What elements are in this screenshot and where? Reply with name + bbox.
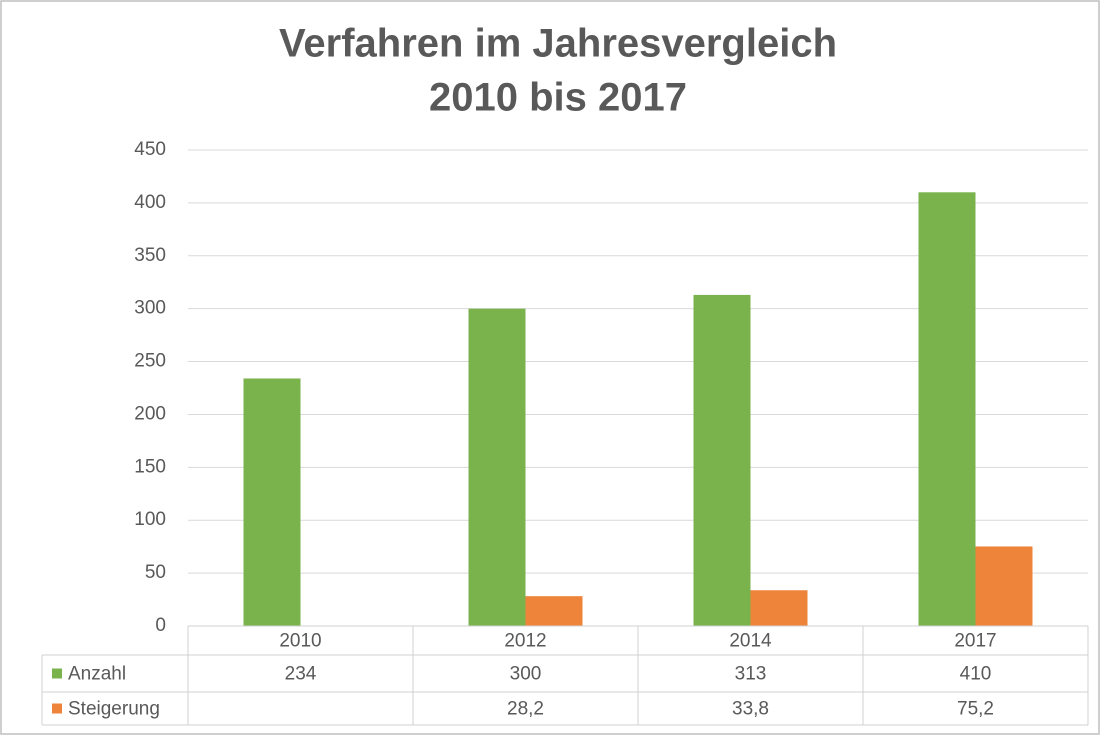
table-cell: 410 [960, 664, 992, 685]
bar [918, 192, 976, 627]
bar [750, 590, 808, 626]
legend-key [52, 668, 62, 679]
bar [975, 546, 1033, 626]
chart-title: 2010 bis 2017 [429, 76, 687, 120]
y-tick-label: 200 [134, 403, 166, 424]
legend-key [52, 703, 62, 714]
y-tick-label: 300 [134, 298, 166, 319]
x-tick-label: 2012 [504, 631, 546, 652]
y-tick-label: 150 [134, 456, 166, 477]
table-cell: 313 [735, 664, 767, 685]
y-tick-label: 100 [134, 509, 166, 530]
y-tick-label: 0 [155, 615, 166, 636]
table-cell: 75,2 [957, 699, 994, 720]
y-tick-label: 50 [145, 562, 166, 583]
bar [693, 294, 751, 626]
bar [525, 596, 583, 626]
y-tick-label: 350 [134, 245, 166, 266]
x-tick-label: 2017 [954, 631, 996, 652]
bar [468, 308, 526, 626]
chart-title: Verfahren im Jahresvergleich [279, 22, 837, 66]
x-tick-label: 2010 [279, 631, 321, 652]
table-cell: 234 [285, 664, 317, 685]
table-cell: 33,8 [732, 699, 769, 720]
table-cell: 300 [510, 664, 542, 685]
legend-label: Anzahl [68, 664, 126, 685]
y-tick-label: 450 [134, 139, 166, 160]
bar [243, 378, 301, 626]
x-tick-label: 2014 [729, 631, 772, 652]
table-cell: 28,2 [507, 699, 544, 720]
y-tick-label: 250 [134, 351, 166, 372]
legend-label: Steigerung [68, 699, 160, 720]
y-tick-label: 400 [134, 192, 166, 213]
